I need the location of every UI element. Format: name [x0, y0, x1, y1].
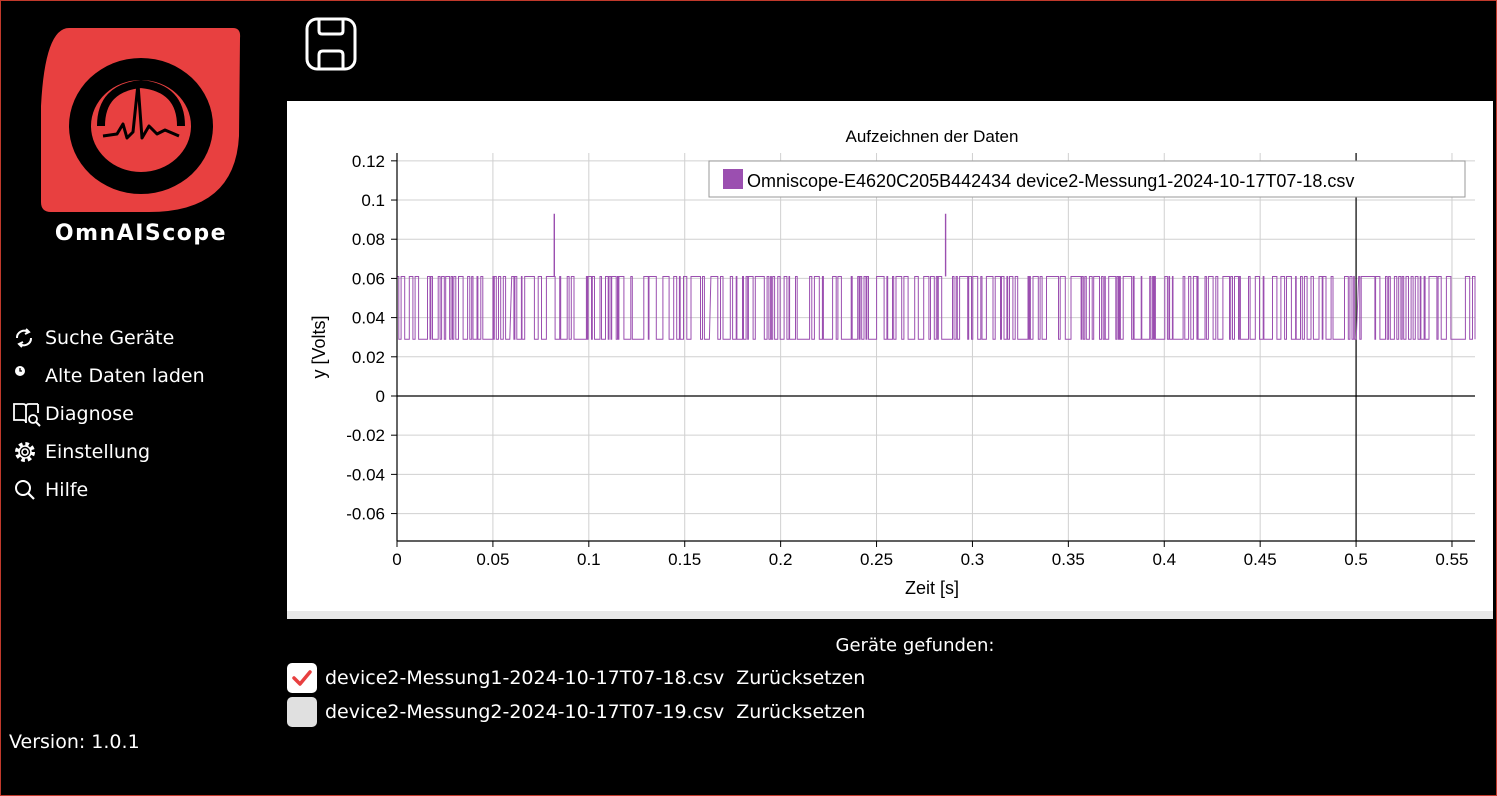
save-icon[interactable]: [305, 17, 357, 71]
sidebar-item-alte-daten[interactable]: Alte Daten laden: [13, 357, 205, 395]
x-tick-label: 0.5: [1344, 550, 1368, 569]
chart-title: Aufzeichnen der Daten: [846, 127, 1019, 146]
file-checkbox-checked[interactable]: [287, 663, 317, 693]
refresh-icon: [13, 326, 41, 350]
y-tick-label: 0: [376, 387, 385, 406]
sidebar-item-hilfe[interactable]: Hilfe: [13, 471, 205, 509]
sidebar-item-label: Hilfe: [45, 479, 89, 501]
x-tick-label: 0.45: [1244, 550, 1277, 569]
signal-line: [397, 276, 1476, 340]
sidebar-nav: Suche Geräte Alte Daten laden Diagnose E…: [13, 319, 205, 509]
app-name: OmnAIScope: [54, 221, 228, 246]
x-tick-label: 0.15: [668, 550, 701, 569]
file-name: device2-Messung1-2024-10-17T07-18.csv: [325, 667, 725, 689]
x-tick-label: 0.2: [769, 550, 793, 569]
sidebar-item-suche-geraete[interactable]: Suche Geräte: [13, 319, 205, 357]
version-label: Version: 1.0.1: [9, 731, 140, 753]
y-tick-label: -0.02: [346, 426, 385, 445]
x-tick-label: 0.25: [860, 550, 893, 569]
y-tick-label: 0.06: [352, 269, 385, 288]
x-tick-label: 0.35: [1052, 550, 1085, 569]
y-tick-label: 0.08: [352, 230, 385, 249]
device-file-row: device2-Messung1-2024-10-17T07-18.csv Zu…: [287, 661, 865, 695]
x-tick-label: 0.4: [1152, 550, 1176, 569]
sidebar-item-label: Diagnose: [45, 403, 134, 425]
device-file-row: device2-Messung2-2024-10-17T07-19.csv Zu…: [287, 695, 865, 729]
legend-entry: Omniscope-E4620C205B442434 device2-Messu…: [747, 171, 1354, 191]
clock-icon: [13, 364, 41, 388]
sidebar-item-label: Einstellung: [45, 441, 151, 463]
book-search-icon: [13, 402, 41, 427]
x-tick-label: 0.05: [476, 550, 509, 569]
y-tick-label: -0.04: [346, 465, 385, 484]
y-tick-label: 0.1: [361, 191, 385, 210]
plot-panel[interactable]: 0 0.05 0.1 0.15 0.2 0.25 0.3 0.35 0.4 0.45 0.5 0.55…: [287, 101, 1493, 619]
legend: Omniscope-E4620C205B442434 device2-Messu…: [708, 160, 1466, 198]
x-axis-label: Zeit [s]: [905, 578, 959, 598]
y-tick-label: 0.04: [352, 309, 385, 328]
file-name: device2-Messung2-2024-10-17T07-19.csv: [325, 701, 725, 723]
x-tick-label: 0.1: [577, 550, 601, 569]
search-icon: [13, 478, 41, 502]
sidebar-item-label: Alte Daten laden: [45, 365, 205, 387]
x-tick-label: 0.3: [961, 550, 985, 569]
gear-icon: [13, 440, 41, 464]
checkmark-icon: [292, 670, 312, 686]
y-tick-label: 0.12: [352, 152, 385, 171]
omnaiscope-logo: [41, 28, 241, 212]
sidebar-item-einstellung[interactable]: Einstellung: [13, 433, 205, 471]
file-checkbox-unchecked[interactable]: [287, 697, 317, 727]
device-file-list: device2-Messung1-2024-10-17T07-18.csv Zu…: [287, 661, 865, 729]
sidebar-item-diagnose[interactable]: Diagnose: [13, 395, 205, 433]
legend-swatch: [723, 169, 743, 189]
devices-title: Geräte gefunden:: [835, 635, 995, 656]
y-tick-label: 0.02: [352, 348, 385, 367]
x-tick-label: 0: [392, 550, 401, 569]
y-axis-label: y [Volts]: [309, 315, 329, 378]
y-tick-label: -0.06: [346, 505, 385, 524]
reset-button[interactable]: Zurücksetzen: [736, 667, 866, 689]
reset-button[interactable]: Zurücksetzen: [736, 701, 866, 723]
x-tick-label: 0.55: [1435, 550, 1468, 569]
chart[interactable]: 0 0.05 0.1 0.15 0.2 0.25 0.3 0.35 0.4 0.45 0.5 0.55…: [287, 101, 1493, 619]
sidebar-item-label: Suche Geräte: [45, 327, 175, 349]
